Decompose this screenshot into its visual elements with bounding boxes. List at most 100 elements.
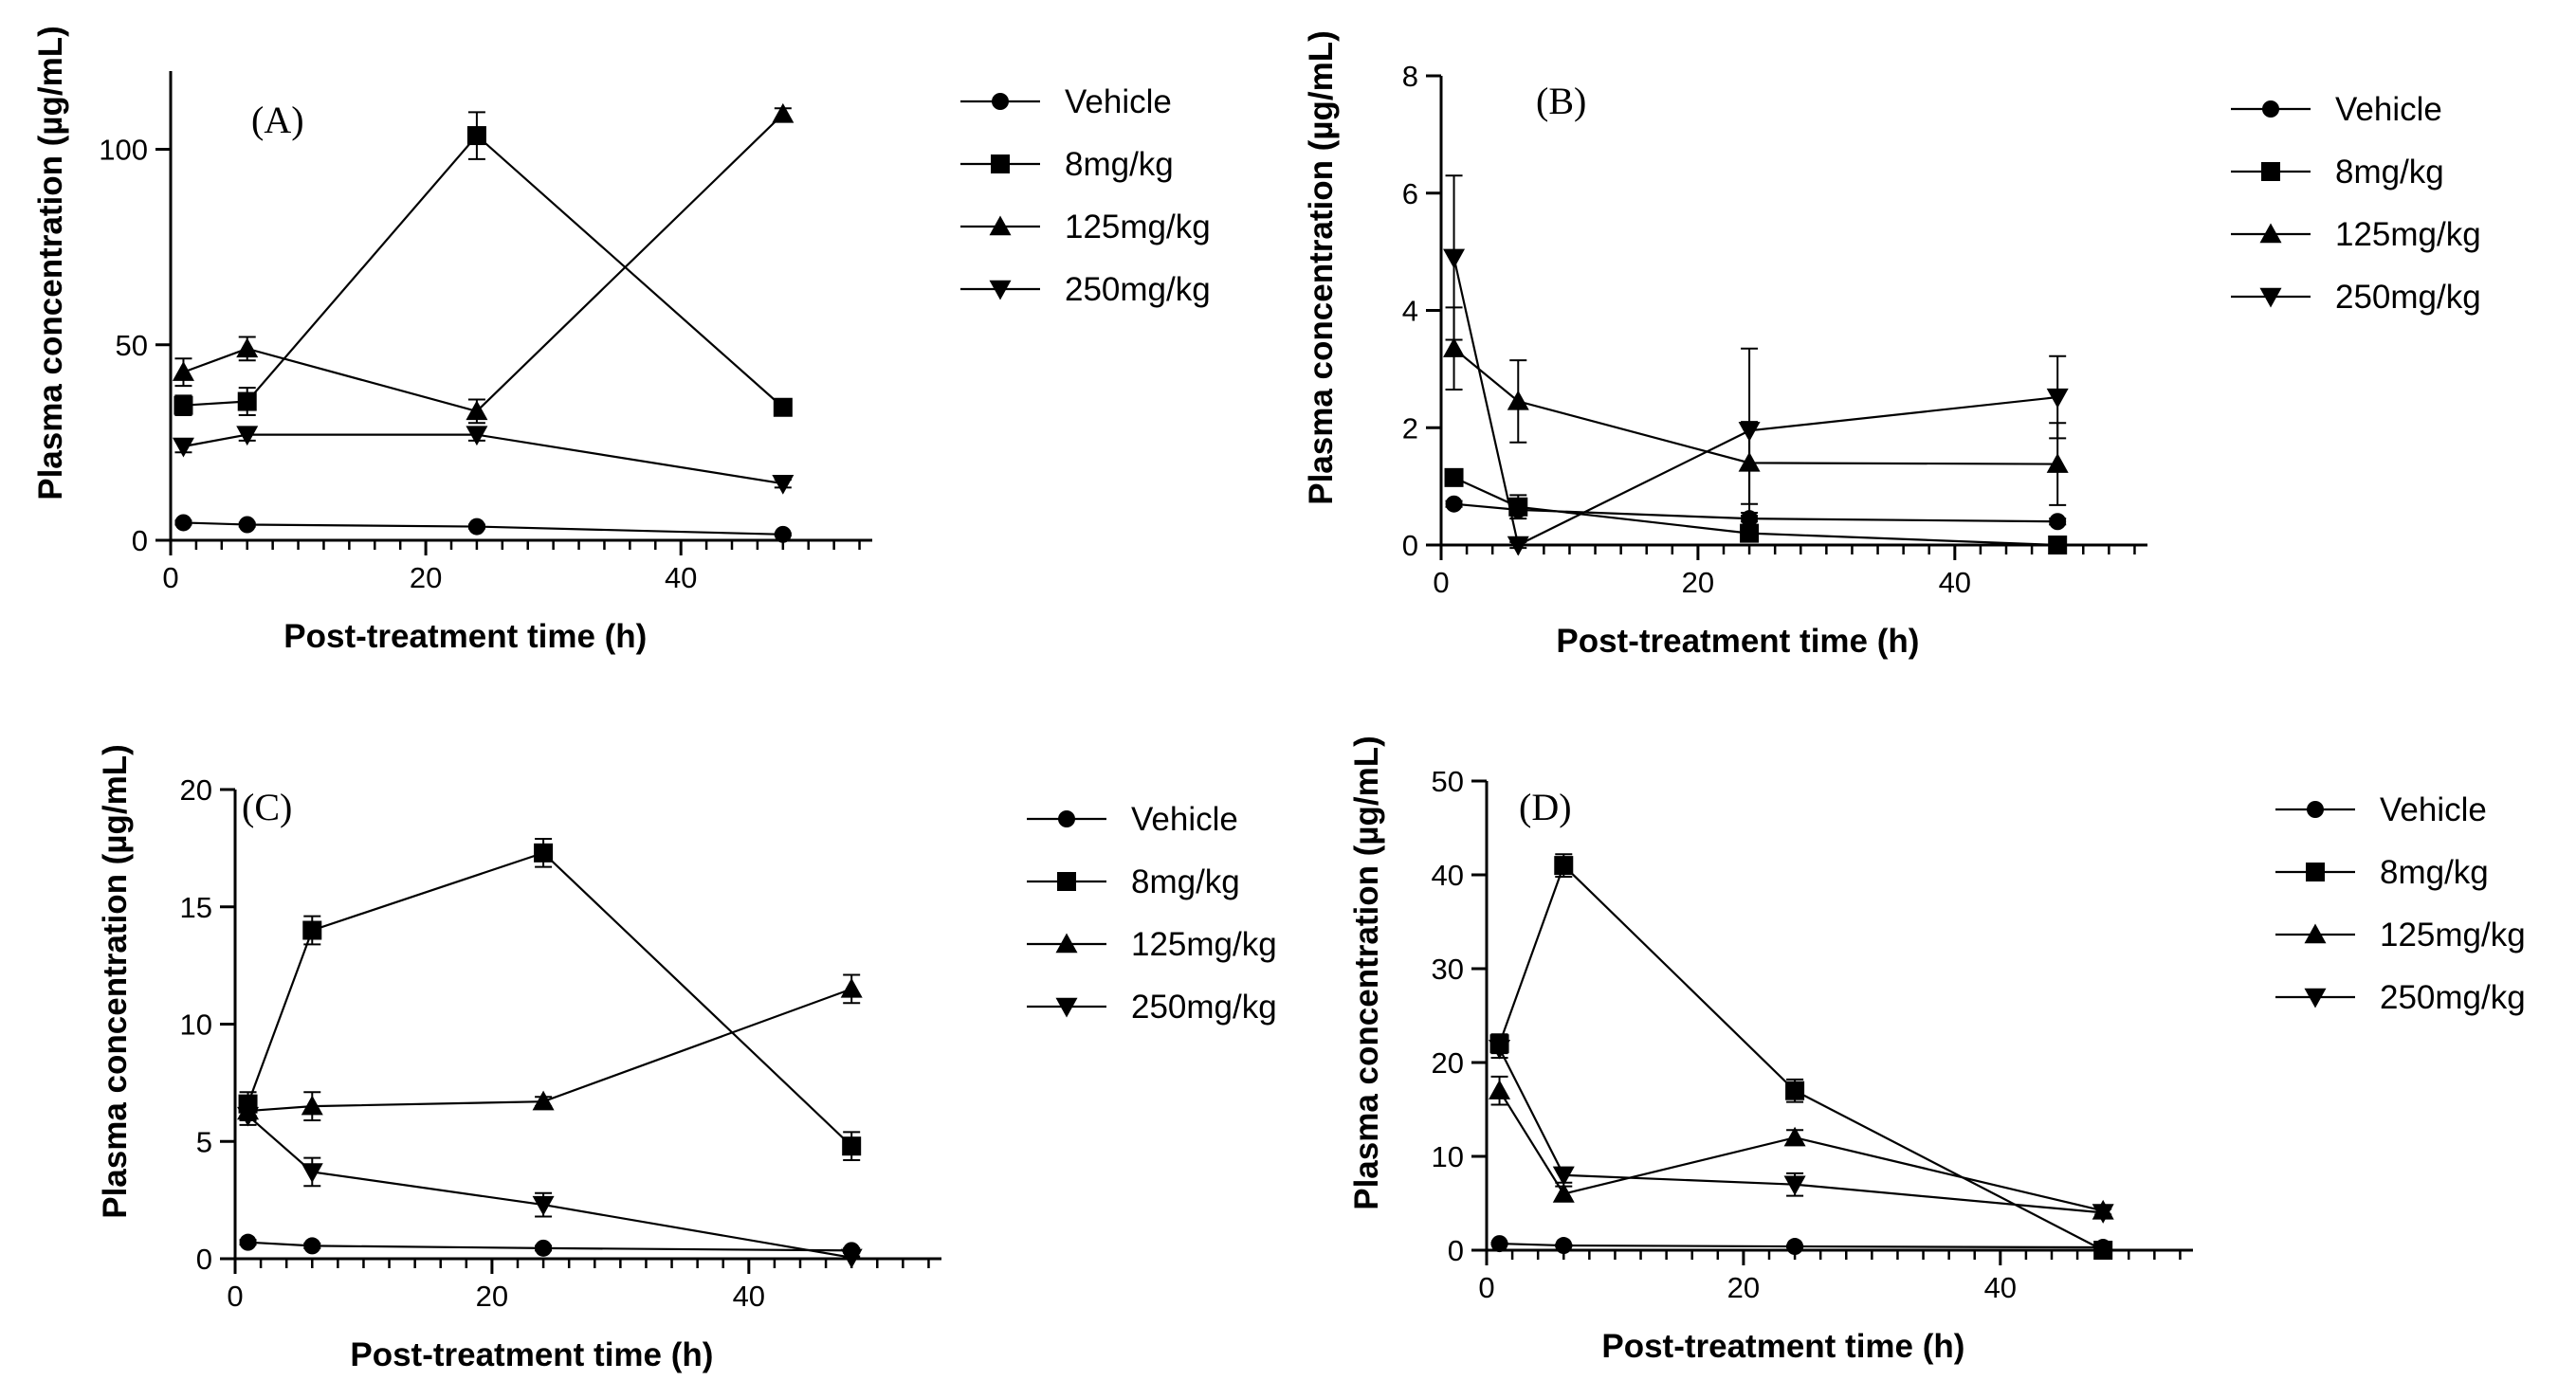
x-axis-title: Post-treatment time (h) — [1556, 623, 1919, 660]
legend-marker — [2304, 988, 2327, 1008]
data-point — [1552, 1183, 1575, 1203]
data-point — [1740, 523, 1760, 543]
x-axis-title: Post-treatment time (h) — [1601, 1328, 1964, 1365]
legend-label: 125mg/kg — [2380, 917, 2526, 954]
data-point — [1443, 248, 1466, 269]
y-axis-title: Plasma concentration (µg/mL) — [97, 744, 134, 1219]
legend-label: 125mg/kg — [1065, 209, 1211, 245]
data-point — [2046, 453, 2069, 473]
legend: Vehicle 8mg/kg 125mg/kg 250mg/kg — [2231, 91, 2481, 316]
series-line — [1452, 347, 2058, 465]
legend-label: Vehicle — [1065, 83, 1172, 120]
data-point — [1508, 497, 1528, 517]
series-line — [1498, 1090, 2104, 1212]
legend-label: 125mg/kg — [2335, 216, 2481, 253]
series-line — [247, 988, 852, 1113]
legend-marker — [1058, 810, 1075, 827]
series-line — [247, 1241, 852, 1252]
series-line — [1452, 257, 2058, 547]
data-point — [840, 977, 863, 998]
legend-marker — [989, 280, 1012, 300]
panel-letter: (A) — [251, 99, 304, 141]
data-point — [1443, 337, 1466, 357]
panel-letter: (C) — [242, 786, 292, 828]
x-axis-title: Post-treatment time (h) — [283, 618, 647, 655]
series-line — [1498, 863, 2104, 1251]
y-tick-label: 50 — [1432, 765, 1464, 798]
data-point — [301, 1095, 323, 1116]
data-point — [1741, 510, 1759, 528]
x-tick-label: 0 — [1433, 566, 1449, 599]
y-tick-label: 20 — [1432, 1046, 1464, 1080]
data-point — [1786, 1238, 1804, 1256]
series-250mg-kg — [1489, 1038, 2114, 1224]
data-point — [842, 1136, 862, 1156]
series-line — [183, 433, 783, 485]
y-tick-label: 6 — [1402, 177, 1418, 210]
data-point — [174, 395, 193, 415]
data-point — [466, 400, 488, 421]
series-line — [1498, 1047, 2104, 1214]
y-tick-label: 4 — [1402, 295, 1418, 328]
data-point — [1445, 495, 1463, 513]
data-point — [2092, 1204, 2114, 1224]
y-tick-label: 100 — [99, 134, 148, 167]
legend-marker — [2307, 801, 2324, 818]
legend-marker — [2304, 923, 2327, 944]
legend-label: 8mg/kg — [1065, 146, 1174, 183]
legend-label: 8mg/kg — [2380, 854, 2489, 891]
legend-marker — [2262, 100, 2279, 118]
data-point — [772, 102, 795, 123]
y-tick-label: 0 — [1402, 529, 1418, 562]
series-line — [183, 113, 784, 413]
legend-marker — [991, 154, 1010, 173]
data-point — [466, 126, 486, 146]
data-point — [1490, 1235, 1508, 1253]
legend: Vehicle 8mg/kg 125mg/kg 250mg/kg — [2275, 791, 2526, 1016]
data-point — [467, 518, 485, 536]
data-point — [774, 525, 792, 543]
legend-label: 250mg/kg — [2335, 279, 2481, 316]
data-point — [1507, 536, 1529, 556]
legend-label: 8mg/kg — [2335, 154, 2444, 191]
panel-b: 0 20 40 0 2 4 6 8 Post-treatment time (h) Plasma … — [1303, 30, 2481, 660]
series-8mg-kg — [174, 111, 793, 417]
data-point — [302, 920, 322, 940]
data-point — [236, 337, 259, 358]
x-tick-label: 20 — [410, 561, 442, 594]
series-line — [1453, 476, 2058, 547]
panel-c: 0 20 40 0 5 10 15 20 Post-treatment time (h) Plas… — [97, 744, 1277, 1373]
legend-label: 250mg/kg — [2380, 979, 2526, 1016]
series-250mg-kg — [1443, 174, 2069, 556]
x-tick-label: 0 — [1478, 1271, 1494, 1304]
legend-label: 250mg/kg — [1065, 271, 1211, 308]
series-line — [1453, 502, 2058, 523]
y-tick-label: 30 — [1432, 953, 1464, 986]
series-line — [247, 1115, 852, 1259]
data-point — [2048, 536, 2068, 554]
data-point — [1783, 1126, 1806, 1147]
data-point — [532, 1195, 555, 1216]
data-point — [840, 1248, 863, 1269]
data-point — [2046, 388, 2069, 409]
data-point — [303, 1237, 321, 1255]
data-point — [1783, 1175, 1806, 1196]
x-tick-label: 40 — [733, 1280, 765, 1313]
legend-marker — [1055, 933, 1078, 954]
panel-a: 0 20 40 0 50 100 Post-treatment time (h) Plasma… — [32, 26, 1211, 655]
legend-marker — [2259, 287, 2282, 308]
panel-d: 0 20 40 0 10 20 30 40 50 Post-treatment time (h) P… — [1348, 736, 2526, 1365]
data-point — [1555, 1237, 1573, 1255]
data-point — [532, 1090, 555, 1111]
x-tick-label: 20 — [1682, 566, 1714, 599]
y-tick-label: 0 — [1448, 1234, 1464, 1267]
data-point — [236, 426, 259, 446]
data-point — [172, 361, 194, 381]
panel-letter: (B) — [1536, 80, 1586, 122]
series-line — [183, 134, 784, 409]
data-point — [772, 474, 795, 495]
x-tick-label: 40 — [1984, 1271, 2017, 1304]
series-125mg-kg — [1489, 1075, 2114, 1220]
series-8mg-kg — [238, 837, 862, 1162]
